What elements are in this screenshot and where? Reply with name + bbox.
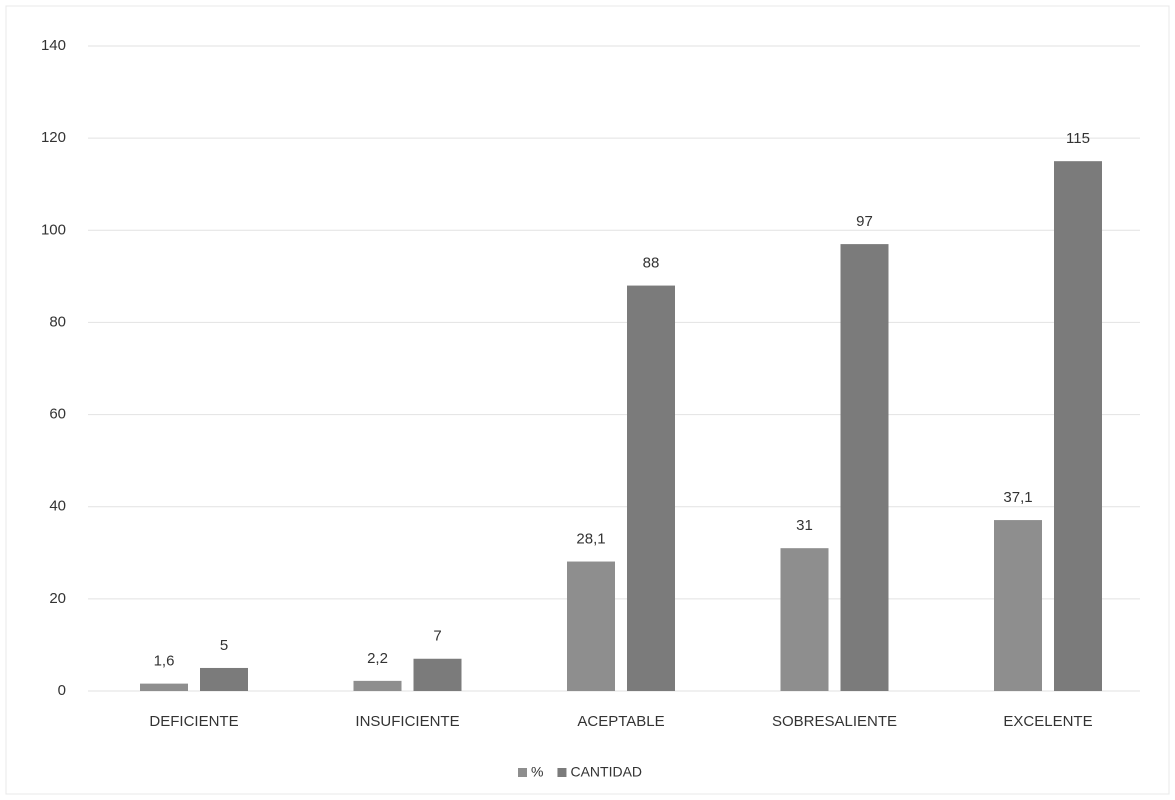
x-tick-label: EXCELENTE [1003, 713, 1092, 730]
y-tick-label: 0 [58, 682, 66, 699]
data-label: 31 [796, 517, 813, 534]
data-label: 5 [220, 637, 228, 654]
data-label: 37,1 [1003, 489, 1032, 506]
y-tick-label: 40 [49, 498, 66, 515]
y-tick-label: 60 [49, 406, 66, 423]
x-tick-label: SOBRESALIENTE [772, 713, 897, 730]
legend-label: % [531, 764, 543, 780]
bar [840, 244, 889, 691]
bar [353, 680, 402, 691]
y-tick-label: 140 [41, 37, 66, 54]
bar [1054, 161, 1102, 691]
y-tick-label: 100 [41, 221, 66, 238]
y-tick-label: 20 [49, 590, 66, 607]
legend-label: CANTIDAD [570, 764, 642, 780]
y-tick-label: 80 [49, 313, 66, 330]
x-tick-label: INSUFICIENTE [355, 713, 459, 730]
data-label: 1,6 [154, 653, 175, 670]
bar [200, 667, 248, 691]
data-label: 7 [433, 628, 441, 645]
legend-swatch [557, 768, 567, 777]
y-tick-label: 120 [41, 129, 66, 146]
legend-swatch [518, 768, 527, 777]
data-label: 28,1 [576, 531, 605, 548]
data-label: 2,2 [367, 650, 388, 667]
bar [627, 285, 675, 691]
bar [780, 548, 829, 691]
x-tick-label: DEFICIENTE [149, 713, 238, 730]
bar [994, 520, 1042, 691]
bar [567, 561, 615, 691]
bar [413, 658, 462, 691]
data-label: 97 [856, 213, 873, 230]
data-label: 115 [1066, 130, 1090, 147]
x-tick-label: ACEPTABLE [577, 713, 664, 730]
bar [140, 683, 188, 691]
data-label: 88 [643, 255, 660, 272]
